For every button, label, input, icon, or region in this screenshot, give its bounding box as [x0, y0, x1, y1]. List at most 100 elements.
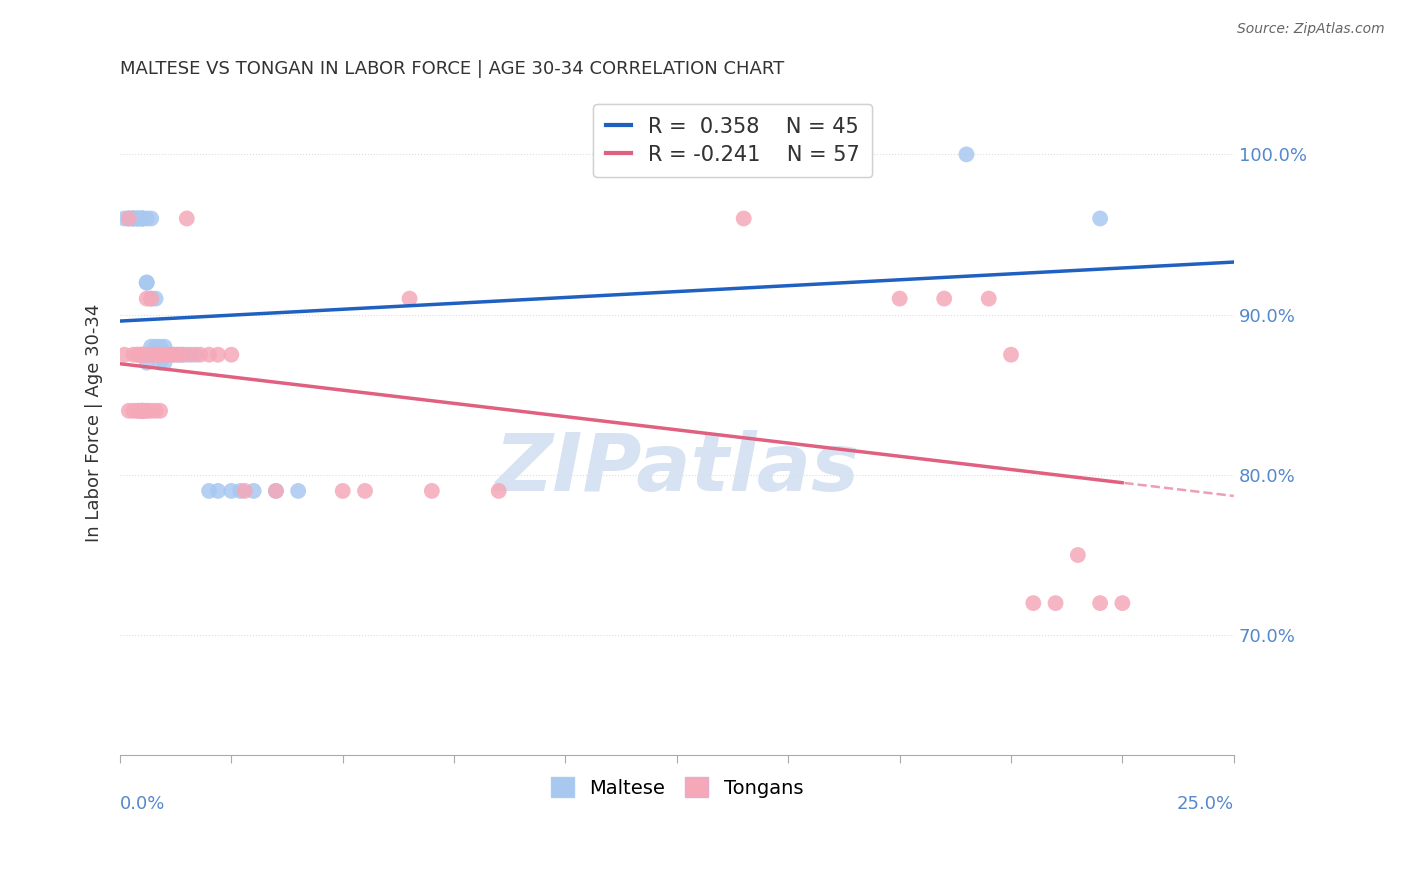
Point	[118, 211, 141, 226]
Point	[135, 348, 157, 362]
Point	[167, 348, 190, 362]
Point	[135, 356, 157, 370]
Point	[122, 211, 145, 226]
Point	[122, 211, 145, 226]
Point	[112, 348, 135, 362]
Point	[176, 348, 198, 362]
Point	[122, 211, 145, 226]
Point	[198, 348, 221, 362]
Point	[229, 483, 252, 498]
Point	[198, 483, 221, 498]
Point	[149, 356, 172, 370]
Point	[488, 483, 510, 498]
Point	[131, 348, 153, 362]
Point	[131, 404, 153, 418]
Point	[127, 211, 149, 226]
Point	[118, 211, 141, 226]
Point	[135, 276, 157, 290]
Point	[188, 348, 211, 362]
Point	[141, 292, 163, 306]
Point	[127, 211, 149, 226]
Point	[131, 211, 153, 226]
Point	[131, 211, 153, 226]
Point	[145, 292, 167, 306]
Point	[141, 292, 163, 306]
Point	[149, 404, 172, 418]
Point	[354, 483, 377, 498]
Point	[162, 348, 184, 362]
Point	[332, 483, 354, 498]
Point	[172, 348, 194, 362]
Point	[145, 348, 167, 362]
Point	[264, 483, 287, 498]
Point	[162, 348, 184, 362]
Point	[131, 404, 153, 418]
Point	[131, 348, 153, 362]
Point	[131, 404, 153, 418]
Point	[176, 211, 198, 226]
Point	[118, 404, 141, 418]
Point	[153, 340, 176, 354]
Point	[955, 147, 977, 161]
Point	[131, 348, 153, 362]
Point	[207, 348, 229, 362]
Point	[420, 483, 443, 498]
Point	[135, 348, 157, 362]
Point	[122, 348, 145, 362]
Point	[135, 276, 157, 290]
Point	[1088, 211, 1111, 226]
Point	[131, 404, 153, 418]
Point	[127, 404, 149, 418]
Point	[1111, 596, 1133, 610]
Point	[122, 211, 145, 226]
Point	[127, 211, 149, 226]
Point	[264, 483, 287, 498]
Point	[242, 483, 264, 498]
Point	[167, 348, 190, 362]
Point	[118, 211, 141, 226]
Point	[135, 404, 157, 418]
Point	[398, 292, 420, 306]
Point	[131, 348, 153, 362]
Point	[1000, 348, 1022, 362]
Point	[122, 404, 145, 418]
Point	[145, 340, 167, 354]
Point	[207, 483, 229, 498]
Point	[127, 404, 149, 418]
Point	[733, 211, 755, 226]
Point	[112, 211, 135, 226]
Point	[135, 292, 157, 306]
Point	[141, 340, 163, 354]
Point	[131, 404, 153, 418]
Point	[127, 348, 149, 362]
Point	[153, 356, 176, 370]
Point	[157, 348, 180, 362]
Text: Source: ZipAtlas.com: Source: ZipAtlas.com	[1237, 22, 1385, 37]
Y-axis label: In Labor Force | Age 30-34: In Labor Force | Age 30-34	[86, 303, 103, 542]
Point	[184, 348, 207, 362]
Point	[141, 211, 163, 226]
Point	[135, 404, 157, 418]
Point	[221, 483, 243, 498]
Point	[153, 348, 176, 362]
Point	[1045, 596, 1067, 610]
Point	[977, 292, 1000, 306]
Point	[131, 211, 153, 226]
Text: 0.0%: 0.0%	[120, 796, 166, 814]
Text: 25.0%: 25.0%	[1177, 796, 1234, 814]
Point	[141, 348, 163, 362]
Point	[149, 348, 172, 362]
Text: MALTESE VS TONGAN IN LABOR FORCE | AGE 30-34 CORRELATION CHART: MALTESE VS TONGAN IN LABOR FORCE | AGE 3…	[120, 60, 785, 78]
Point	[153, 348, 176, 362]
Text: ZIPatlas: ZIPatlas	[495, 430, 859, 508]
Point	[221, 348, 243, 362]
Point	[149, 340, 172, 354]
Point	[141, 404, 163, 418]
Point	[233, 483, 256, 498]
Point	[1022, 596, 1045, 610]
Point	[1067, 548, 1090, 562]
Point	[127, 348, 149, 362]
Point	[287, 483, 309, 498]
Point	[135, 211, 157, 226]
Point	[180, 348, 202, 362]
